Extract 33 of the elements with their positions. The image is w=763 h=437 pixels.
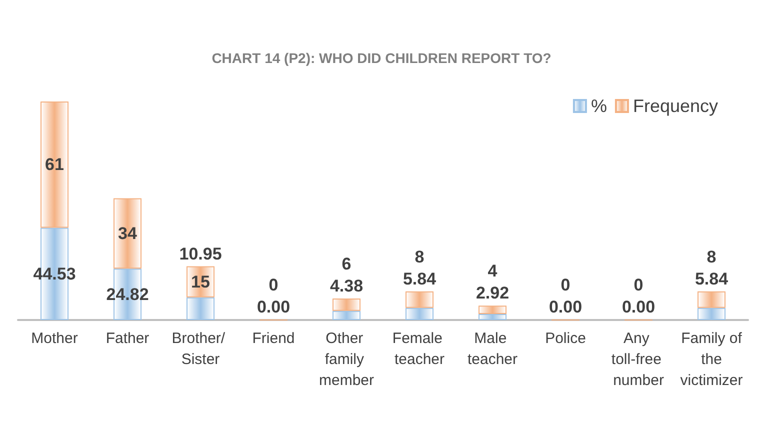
data-label: 0	[268, 276, 278, 294]
data-label: 5.84	[402, 269, 437, 288]
x-tick-label: Police	[545, 330, 586, 347]
data-label: 4.38	[330, 276, 364, 296]
x-tick-label: Male teacher	[467, 330, 518, 368]
data-label: 5.84	[694, 269, 729, 288]
data-label: 0	[560, 276, 570, 294]
data-label: 6	[342, 254, 352, 274]
data-label: 10.95	[179, 244, 222, 264]
x-tick-label: Father	[106, 330, 150, 347]
x-tick-label: Mother	[31, 330, 78, 347]
data-label: 4	[488, 262, 498, 281]
x-tick-label: Brother/ Sister	[172, 330, 230, 368]
data-label: 8	[414, 247, 424, 266]
data-label: 44.53	[33, 264, 76, 284]
x-tick-label: Female teacher	[392, 330, 447, 368]
data-label: 8	[706, 247, 716, 266]
data-label: 24.82	[106, 284, 149, 304]
data-label: 61	[45, 155, 64, 174]
x-tick-label: Family of the victimizer	[680, 330, 743, 389]
data-label: 0.00	[548, 298, 582, 316]
legend-label: Frequency	[632, 96, 718, 116]
data-label: 34	[118, 224, 138, 243]
legend-label: %	[590, 96, 607, 116]
data-label: 2.92	[476, 284, 510, 303]
data-label: 0.00	[622, 298, 656, 316]
data-label: 15	[191, 272, 210, 292]
x-tick-label: Other family member	[318, 330, 374, 389]
chart-title: CHART 14 (P2): WHO DID CHILDREN REPORT TO?	[212, 50, 552, 66]
x-tick-label: Friend	[252, 330, 295, 347]
x-tick-label: Any toll-free number	[611, 330, 666, 389]
data-label: 0.00	[256, 298, 290, 316]
data-label: 0	[634, 276, 644, 294]
